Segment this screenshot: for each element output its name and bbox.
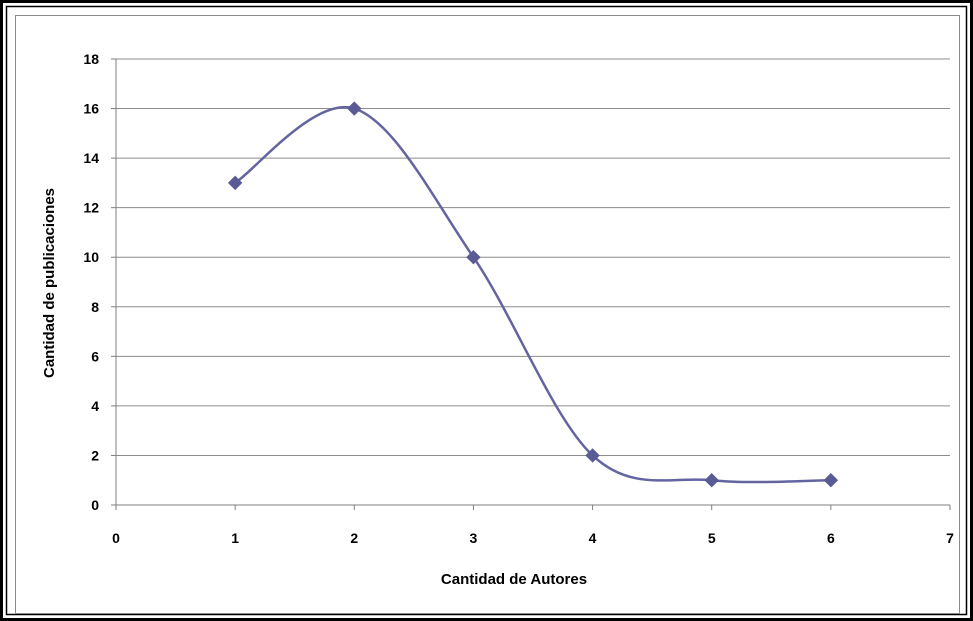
data-point-x2 xyxy=(347,101,362,116)
x-axis-title: Cantidad de Autores xyxy=(441,571,587,588)
x-tick-label-7: 7 xyxy=(946,530,954,546)
y-tick-label-12: 12 xyxy=(83,200,99,216)
x-tick-label-1: 1 xyxy=(231,530,239,546)
inner-frame xyxy=(5,5,968,616)
data-point-x6 xyxy=(823,473,839,488)
y-tick-label-18: 18 xyxy=(83,51,99,67)
y-tick-label-10: 10 xyxy=(83,249,99,265)
data-point-x1 xyxy=(227,175,243,191)
x-tick-label-5: 5 xyxy=(708,530,716,546)
y-tick-label-2: 2 xyxy=(91,447,99,463)
y-tick-label-0: 0 xyxy=(91,497,99,513)
x-tick-label-0: 0 xyxy=(112,530,120,546)
x-tick-label-4: 4 xyxy=(589,530,597,546)
y-axis-title: Cantidad de publicaciones xyxy=(41,188,58,378)
y-tick-label-8: 8 xyxy=(91,299,99,315)
data-point-x4 xyxy=(585,448,600,463)
gridlines xyxy=(116,58,950,456)
x-axis-tick-labels: 0 1 2 3 4 5 6 7 xyxy=(112,530,954,546)
x-tick-label-3: 3 xyxy=(470,530,478,546)
y-tick-label-4: 4 xyxy=(91,398,99,414)
y-axis-tick-labels: 0 2 4 6 8 10 12 14 16 18 xyxy=(83,51,99,513)
y-tick-label-6: 6 xyxy=(91,348,99,364)
y-tick-label-14: 14 xyxy=(83,150,99,166)
chart-area-border xyxy=(15,15,960,614)
x-tick-label-6: 6 xyxy=(827,530,835,546)
y-tick-label-16: 16 xyxy=(83,101,99,117)
data-markers xyxy=(227,101,839,488)
data-point-x3 xyxy=(466,250,481,265)
data-point-x5 xyxy=(704,473,719,488)
axes xyxy=(111,58,951,510)
x-tick-label-2: 2 xyxy=(350,530,358,546)
